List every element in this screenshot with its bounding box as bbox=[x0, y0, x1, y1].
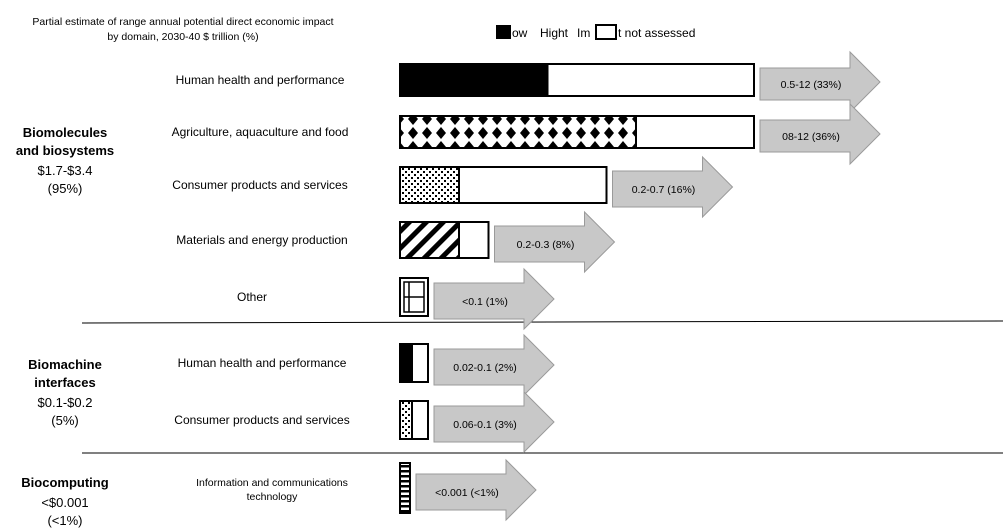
group-name-line1: Biomolecules bbox=[23, 125, 108, 140]
category-label: Agriculture, aquaculture and food bbox=[172, 125, 349, 139]
group-divider bbox=[81, 320, 1003, 324]
group-name-line1: Biomachine bbox=[28, 357, 102, 372]
value-arrow bbox=[494, 210, 616, 274]
value-label: 08-12 (36%) bbox=[782, 131, 840, 143]
value-arrow bbox=[759, 102, 881, 166]
group-name-line2: and biosystems bbox=[16, 143, 114, 158]
category-label: Consumer products and services bbox=[174, 413, 349, 427]
bar-low bbox=[399, 166, 460, 204]
value-arrow bbox=[612, 155, 734, 219]
chart-row: Information and communications technology… bbox=[196, 458, 537, 522]
group-biomolecules: Biomolecules and biosystems $1.7-$3.4 (9… bbox=[16, 125, 114, 196]
legend-not-assessed-label: t not assessed bbox=[618, 26, 695, 40]
group-range: $1.7-$3.4 bbox=[38, 163, 93, 178]
chart-row: Consumer products and services 0.06-0.1 (… bbox=[174, 390, 555, 454]
category-label: Other bbox=[237, 290, 267, 304]
category-label: Human health and performance bbox=[176, 73, 345, 87]
group-name-line2: interfaces bbox=[34, 375, 95, 390]
chart-title-line1: Partial estimate of range annual potenti… bbox=[32, 16, 333, 28]
bar-low bbox=[399, 343, 413, 383]
bar-low bbox=[399, 63, 549, 97]
chart-rows: Human health and performance 0.5-12 (33%)… bbox=[172, 50, 881, 522]
value-label: 0.02-0.1 (2%) bbox=[453, 362, 517, 374]
value-label: 0.2-0.3 (8%) bbox=[517, 239, 575, 251]
value-arrow bbox=[415, 458, 537, 522]
chart-row: Other <0.1 (1%) bbox=[237, 267, 555, 331]
chart-row: Materials and energy production 0.2-0.3 (… bbox=[176, 210, 616, 274]
value-label: 0.2-0.7 (16%) bbox=[632, 184, 696, 196]
group-share: (95%) bbox=[48, 181, 83, 196]
chart-row: Agriculture, aquaculture and food 08-12 (… bbox=[172, 102, 881, 166]
chart-title-line2: by domain, 2030-40 $ trillion (%) bbox=[107, 31, 258, 43]
legend-low-label: ow bbox=[512, 26, 528, 40]
legend-not-assessed-swatch bbox=[595, 24, 617, 40]
legend-low-swatch bbox=[496, 25, 511, 39]
group-range: <$0.001 bbox=[41, 495, 88, 510]
value-label: <0.1 (1%) bbox=[462, 296, 508, 308]
bar-low bbox=[399, 221, 460, 259]
value-label: 0.5-12 (33%) bbox=[781, 79, 842, 91]
group-share: (5%) bbox=[51, 413, 78, 428]
bar-low bbox=[399, 115, 637, 149]
legend-im-label: Im bbox=[577, 26, 590, 40]
value-label: 0.06-0.1 (3%) bbox=[453, 419, 517, 431]
category-label: Materials and energy production bbox=[176, 233, 347, 247]
category-label: technology bbox=[247, 491, 299, 503]
value-arrow bbox=[433, 390, 555, 454]
value-arrow bbox=[759, 50, 881, 114]
category-label: Consumer products and services bbox=[172, 178, 347, 192]
chart-row: Consumer products and services 0.2-0.7 (1… bbox=[172, 155, 734, 219]
value-arrow bbox=[433, 333, 555, 397]
chart-row: Human health and performance 0.02-0.1 (2%… bbox=[178, 333, 555, 397]
group-biocomputing: Biocomputing <$0.001 (<1%) bbox=[21, 475, 108, 528]
bar-low bbox=[399, 400, 413, 440]
group-share: (<1%) bbox=[47, 513, 82, 528]
value-arrow bbox=[433, 267, 555, 331]
category-label: Information and communications bbox=[196, 477, 348, 489]
bar-low bbox=[399, 462, 411, 514]
legend-high-label: Hight bbox=[540, 26, 569, 40]
group-range: $0.1-$0.2 bbox=[38, 395, 93, 410]
chart-row: Human health and performance 0.5-12 (33%) bbox=[176, 50, 881, 114]
category-label: Human health and performance bbox=[178, 356, 347, 370]
value-label: <0.001 (<1%) bbox=[435, 487, 499, 499]
group-name-line1: Biocomputing bbox=[21, 475, 108, 490]
legend: ow Hight Im t not assessed bbox=[496, 24, 695, 40]
group-biomachine: Biomachine interfaces $0.1-$0.2 (5%) bbox=[28, 357, 102, 428]
